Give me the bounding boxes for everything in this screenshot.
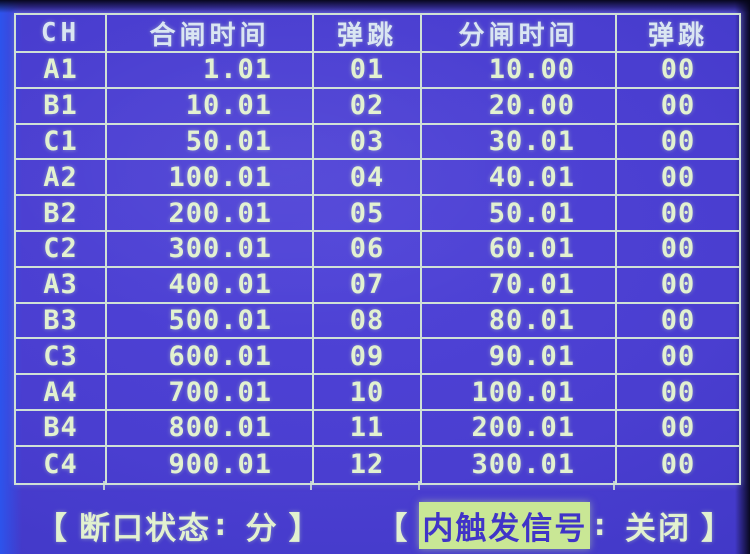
close-time-cell: 300.01	[107, 231, 314, 268]
channel-cell: C4	[16, 446, 107, 483]
colon: :	[211, 507, 232, 543]
left-bracket: 【	[376, 510, 410, 547]
column-tick	[103, 481, 105, 490]
close-bounce-cell: 08	[314, 303, 422, 340]
close-time-cell: 200.01	[107, 196, 314, 232]
column-tick	[310, 481, 312, 490]
channel-cell: C2	[16, 231, 107, 268]
open-bounce-cell: 00	[660, 449, 696, 481]
close-time-cell: 100.01	[107, 160, 314, 197]
open-time-cell: 30.01	[422, 124, 617, 161]
open-time-cell: 200.01	[422, 410, 617, 447]
channel-cell: A4	[16, 375, 107, 411]
open-time-cell: 60.01	[422, 231, 617, 268]
open-bounce-cell: 00	[617, 375, 739, 411]
channel-cell: B2	[16, 196, 107, 232]
close-time-cell: 1.01	[107, 53, 314, 89]
close-bounce-cell: 11	[314, 410, 422, 447]
col-header-channel: CH	[16, 15, 107, 53]
channel-cell: A2	[16, 160, 107, 197]
open-bounce-cell: 00	[617, 411, 739, 447]
close-time-cell: 500.01	[107, 303, 314, 340]
channel-cell: B1	[16, 88, 107, 125]
channel-cell: B4	[16, 410, 107, 447]
left-bracket: 【	[36, 510, 69, 547]
close-bounce-cell: 03	[314, 124, 422, 161]
right-bracket: 】	[288, 510, 322, 547]
open-time-cell: 80.01	[422, 303, 617, 340]
channel-cell: A1	[16, 53, 107, 89]
open-time-cell: 40.01	[422, 160, 617, 197]
close-bounce-cell: 09	[314, 339, 422, 376]
open-time-cell: 100.01	[422, 375, 617, 411]
open-bounce-cell: 00	[617, 304, 739, 340]
channel-cell: C1	[16, 124, 107, 161]
right-bracket: 】	[701, 510, 734, 547]
trigger-signal-value: 关闭	[625, 510, 691, 547]
breaker-contact-state[interactable]: 【 断口状态 : 分 】	[36, 503, 322, 548]
channel-cell: A3	[16, 267, 107, 304]
close-time-cell: 800.01	[107, 410, 314, 447]
colon: :	[590, 507, 611, 543]
open-bounce-cell: 00	[617, 53, 739, 89]
open-time-cell: 20.00	[422, 88, 617, 125]
close-bounce-cell: 01	[314, 53, 422, 89]
status-bar: 【 断口状态 : 分 】 【 内触发信号 : 关闭 】	[36, 501, 734, 549]
close-bounce-cell: 07	[314, 267, 422, 304]
open-bounce-cell: 00	[617, 268, 739, 304]
close-time-cell: 400.01	[107, 267, 314, 304]
close-bounce-cell: 10	[314, 375, 422, 411]
open-time-cell: 50.01	[422, 196, 617, 232]
col-header-close-time: 合闸时间	[107, 15, 314, 53]
open-time-cell: 10.00	[422, 53, 617, 89]
contact-state-value: 分	[245, 510, 279, 547]
open-bounce-cell: 00	[617, 196, 739, 232]
column-tick	[418, 481, 420, 490]
col-header-close-bounce: 弹跳	[314, 15, 422, 53]
close-bounce-cell: 05	[314, 196, 422, 232]
timing-results-table: CH 合闸时间 弹跳 分闸时间 弹跳 A1 1.01 01 10.00 00 B…	[14, 13, 741, 485]
open-bounce-cell: 00	[617, 160, 739, 197]
open-time-cell: 90.01	[422, 339, 617, 376]
col-header-open-time: 分闸时间	[422, 15, 617, 53]
close-bounce-cell: 02	[314, 88, 422, 125]
close-time-cell: 900.01	[107, 446, 314, 483]
close-bounce-cell: 06	[314, 231, 422, 268]
close-time-cell: 600.01	[107, 339, 314, 376]
open-bounce-cell: 00	[617, 232, 739, 268]
open-time-cell: 70.01	[422, 267, 617, 304]
close-time-cell: 50.01	[107, 124, 314, 161]
close-bounce-cell: 12	[314, 446, 422, 483]
close-time-cell: 10.01	[107, 88, 314, 125]
column-tick	[613, 481, 615, 490]
trigger-signal-label-highlighted[interactable]: 内触发信号	[419, 501, 591, 549]
close-bounce-cell: 04	[314, 160, 422, 197]
channel-cell: C3	[16, 339, 107, 376]
internal-trigger-signal[interactable]: 【 内触发信号 : 关闭 】	[376, 501, 734, 549]
channel-cell: B3	[16, 303, 107, 340]
open-bounce-cell: 00	[617, 339, 739, 376]
open-time-cell: 300.01	[422, 446, 617, 483]
open-bounce-cell: 00	[617, 89, 739, 125]
open-bounce-cell: 00	[617, 125, 739, 161]
col-header-open-bounce: 弹跳	[617, 15, 739, 53]
contact-state-label: 断口状态	[79, 510, 211, 547]
close-time-cell: 700.01	[107, 375, 314, 411]
